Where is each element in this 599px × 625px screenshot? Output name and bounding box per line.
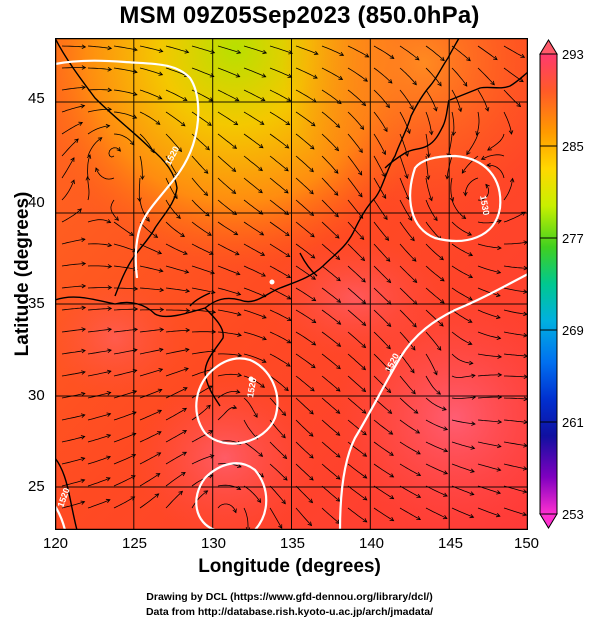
colorbar-tick-label: 269 [562,323,584,338]
x-tick-label: 145 [438,535,464,552]
x-tick-label: 140 [359,535,385,552]
contour-label: 1520 [245,377,258,398]
y-tick-label: 40 [28,194,45,211]
colorbar-tick-label: 253 [562,507,584,522]
credit-data: Data from http://database.rish.kyoto-u.a… [145,606,434,618]
x-tick-label: 125 [122,535,148,552]
coastlines [55,38,528,530]
wind-streamlines [61,44,528,530]
colorbar-tick-label: 261 [562,415,584,430]
y-tick-label: 30 [28,387,45,404]
x-tick-label: 150 [514,535,540,552]
x-tick-label: 130 [201,535,227,552]
credit-drawing: Drawing by DCL (https://www.gfd-dennou.o… [146,591,433,603]
colorbar-tick-label: 285 [562,139,584,154]
x-tick-label: 135 [280,535,306,552]
y-tick-label: 35 [28,295,45,312]
y-axis-label: Latitude (degrees) [12,191,33,357]
colorbar-top-arrow [539,39,558,55]
map-title: MSM 09Z05Sep2023 (850.0hPa) [119,2,480,29]
colorbar-gradient [539,53,558,515]
y-tick-label: 25 [28,478,45,495]
colorbar: 293 285 277 269 261 253 [539,39,584,529]
map-plot: 1520 1530 1520 1520 1520 [55,38,528,530]
x-axis-label: Longitude (degrees) [198,556,381,577]
y-tick-label: 45 [28,90,45,107]
colorbar-tick-label: 293 [562,47,584,62]
colorbar-bottom-arrow [539,513,558,529]
contour-label: 1530 [478,195,491,216]
x-tick-label: 120 [43,535,69,552]
grid-lines [55,38,528,530]
colorbar-tick-label: 277 [562,231,584,246]
